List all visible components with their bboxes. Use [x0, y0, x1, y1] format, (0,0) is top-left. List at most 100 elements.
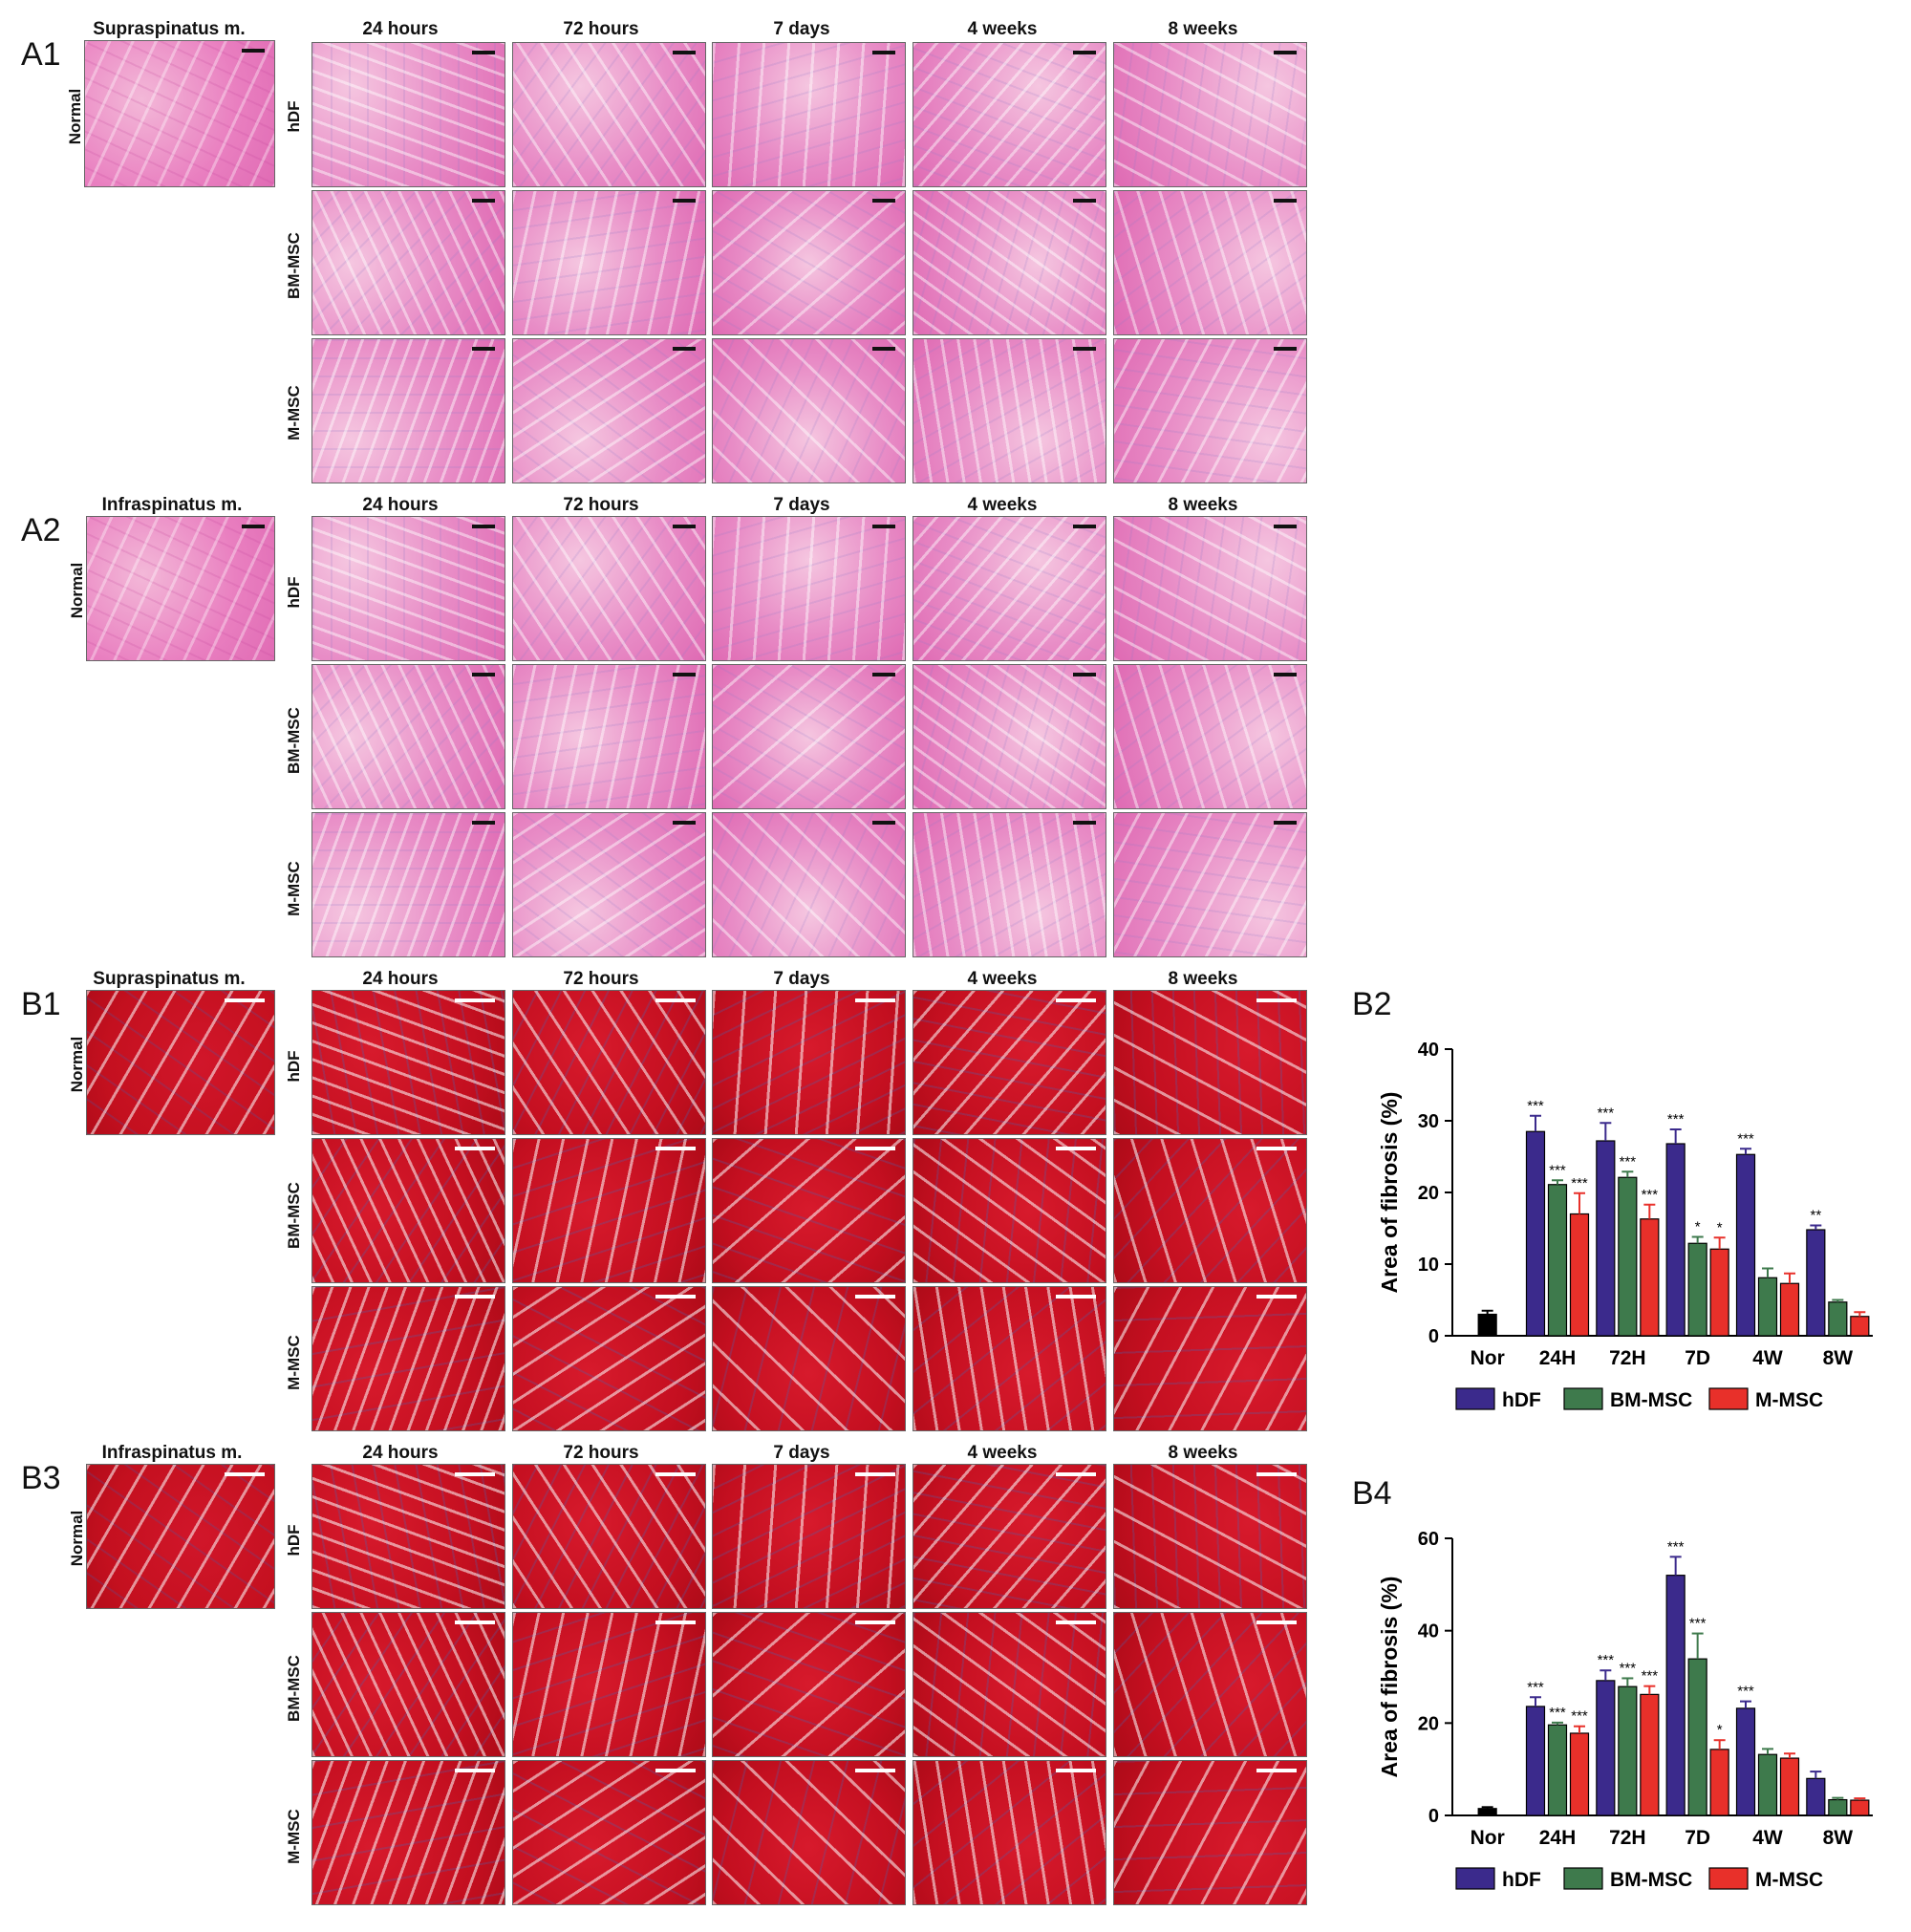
micrograph-a2-hdf-8w: [1113, 516, 1307, 661]
scale-bar: [1056, 1621, 1096, 1624]
scale-bar: [455, 998, 495, 1002]
x-tick-label: Nor: [1471, 1347, 1505, 1369]
y-tick-label: 10: [1418, 1255, 1439, 1276]
row-label-b1-hdf: hDF: [285, 1050, 303, 1083]
time-label-b3-72h: 72 hours: [563, 1443, 639, 1463]
y-tick-label: 30: [1418, 1111, 1439, 1132]
bar-bm-msc-8w: [1828, 1301, 1848, 1337]
bar-m-msc-8w: [1850, 1316, 1870, 1337]
micrograph-a1-bmmsc-72h: [512, 190, 706, 335]
micrograph-a2-bmmsc-8w: [1113, 664, 1307, 809]
bar-nor-nor: [1477, 1313, 1497, 1337]
micrograph-a1-normal: [84, 40, 275, 187]
micrograph-b3-hdf-7d: [712, 1464, 906, 1609]
scale-bar: [1073, 347, 1096, 351]
chart-label-b4: B4: [1352, 1475, 1392, 1512]
y-axis-label: Area of fibrosis (%): [1377, 1577, 1402, 1778]
bar-hdf-4w: [1735, 1153, 1756, 1337]
row-label-a1-hdf: hDF: [285, 100, 303, 133]
tissue-label-b3: Infraspinatus m.: [101, 1443, 243, 1463]
y-axis-label: Area of fibrosis (%): [1377, 1092, 1402, 1294]
x-tick-label: 72H: [1609, 1347, 1646, 1369]
tissue-label-a1: Supraspinatus m.: [93, 19, 246, 39]
micrograph-b3-mmsc-24h: [311, 1760, 505, 1905]
scale-bar: [855, 1472, 895, 1476]
scale-bar: [1274, 821, 1297, 825]
bar-m-msc-7d: [1709, 1749, 1729, 1816]
time-label-b3-8w: 8 weeks: [1168, 1443, 1238, 1463]
scale-bar: [1256, 998, 1297, 1002]
row-label-a1-mmsc: M-MSC: [285, 385, 303, 440]
row-label-b3-hdf: hDF: [285, 1524, 303, 1556]
micrograph-b1-hdf-8w: [1113, 990, 1307, 1135]
row-label-a1-normal: Normal: [66, 88, 84, 145]
x-tick-label: 7D: [1685, 1827, 1710, 1849]
micrograph-b3-bmmsc-24h: [311, 1612, 505, 1757]
bar-m-msc-24h: [1569, 1732, 1590, 1816]
micrograph-a2-normal: [86, 516, 275, 661]
micrograph-b3-bmmsc-4w: [913, 1612, 1106, 1757]
bar-nor-nor: [1477, 1808, 1497, 1816]
micrograph-b3-normal: [86, 1464, 275, 1609]
micrograph-a1-hdf-24h: [311, 42, 505, 187]
significance-label: ***: [1642, 1668, 1659, 1685]
bar-bm-msc-4w: [1757, 1277, 1778, 1337]
legend-swatch-m-msc: [1708, 1867, 1749, 1890]
x-tick-label: 24H: [1539, 1827, 1577, 1849]
scale-bar: [872, 51, 895, 54]
row-label-a2-bmmsc: BM-MSC: [285, 707, 303, 774]
x-tick-label: Nor: [1471, 1827, 1505, 1849]
legend-label-bm-msc: BM-MSC: [1610, 1389, 1692, 1411]
scale-bar: [1274, 347, 1297, 351]
bar-bm-msc-24h: [1547, 1724, 1568, 1816]
significance-label: ***: [1598, 1105, 1615, 1121]
scale-bar: [455, 1769, 495, 1772]
scale-bar: [673, 199, 696, 203]
scale-bar: [1056, 1295, 1096, 1299]
significance-label: *: [1717, 1219, 1723, 1235]
scale-bar: [855, 1769, 895, 1772]
scale-bar: [1274, 199, 1297, 203]
micrograph-a1-hdf-7d: [712, 42, 906, 187]
legend-swatch-hdf: [1455, 1387, 1495, 1410]
significance-label: **: [1810, 1208, 1821, 1224]
micrograph-b1-bmmsc-4w: [913, 1138, 1106, 1283]
micrograph-a2-bmmsc-72h: [512, 664, 706, 809]
scale-bar: [455, 1147, 495, 1150]
bar-hdf-7d: [1665, 1575, 1686, 1816]
y-tick-label: 40: [1418, 1621, 1439, 1642]
micrograph-b1-hdf-4w: [913, 990, 1106, 1135]
row-label-a2-mmsc: M-MSC: [285, 861, 303, 916]
scale-bar: [872, 821, 895, 825]
significance-label: ***: [1549, 1162, 1566, 1178]
scale-bar: [1256, 1472, 1297, 1476]
time-label-a1-8w: 8 weeks: [1168, 19, 1238, 39]
time-label-b1-24h: 24 hours: [362, 969, 439, 989]
significance-label: ***: [1667, 1538, 1685, 1555]
micrograph-a2-bmmsc-7d: [712, 664, 906, 809]
chart-label-b2: B2: [1352, 986, 1392, 1022]
bar-m-msc-24h: [1569, 1213, 1590, 1337]
time-label-b3-4w: 4 weeks: [967, 1443, 1038, 1463]
micrograph-a2-mmsc-8w: [1113, 812, 1307, 957]
time-label-a2-8w: 8 weeks: [1168, 495, 1238, 515]
chart-svg: 0 20 40 60 Area of fibrosis (%) Nor *** *** *** 2…: [1377, 1529, 1873, 1891]
scale-bar: [455, 1295, 495, 1299]
scale-bar: [655, 998, 696, 1002]
scale-bar: [673, 347, 696, 351]
significance-label: *: [1717, 1722, 1723, 1738]
scale-bar: [472, 199, 495, 203]
micrograph-a1-mmsc-72h: [512, 338, 706, 483]
scale-bar: [1056, 1472, 1096, 1476]
micrograph-a2-mmsc-24h: [311, 812, 505, 957]
bar-m-msc-4w: [1779, 1282, 1800, 1337]
legend-label-m-msc: M-MSC: [1755, 1869, 1823, 1891]
bar-bm-msc-7d: [1687, 1242, 1707, 1337]
micrograph-a1-mmsc-24h: [311, 338, 505, 483]
scale-bar: [872, 525, 895, 528]
bar-chart-b4: 0 20 40 60 Area of fibrosis (%) Nor *** *** *** 2…: [1347, 1519, 1882, 1921]
time-label-a1-72h: 72 hours: [563, 19, 639, 39]
scale-bar: [1274, 525, 1297, 528]
scale-bar: [855, 1295, 895, 1299]
bar-chart-b2: 0 10 20 30 40 Area of fibrosis (%) Nor *** *** **…: [1347, 1030, 1882, 1441]
